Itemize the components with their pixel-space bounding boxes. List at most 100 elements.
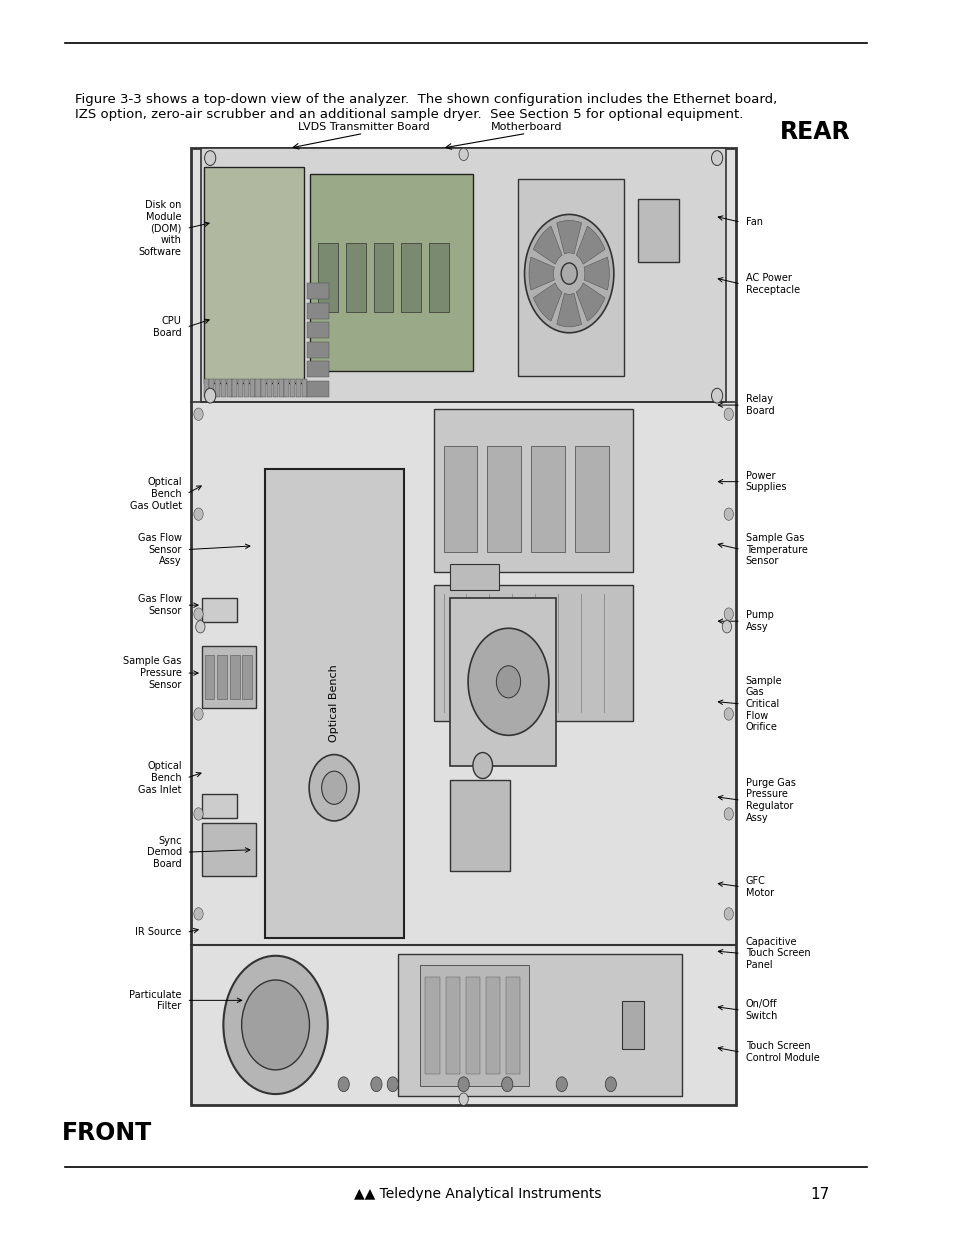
Bar — [244, 379, 249, 396]
Bar — [290, 379, 294, 396]
Text: IR Source: IR Source — [135, 927, 181, 937]
Bar — [242, 656, 252, 699]
Circle shape — [321, 771, 346, 804]
Bar — [443, 447, 476, 552]
Circle shape — [496, 666, 520, 698]
Bar — [397, 955, 681, 1095]
Bar — [295, 379, 300, 396]
Wedge shape — [557, 220, 581, 254]
Bar — [221, 379, 226, 396]
Bar — [264, 469, 403, 937]
Bar — [202, 794, 237, 819]
Circle shape — [711, 151, 722, 165]
Circle shape — [371, 1077, 381, 1092]
Bar — [233, 379, 237, 396]
Bar — [506, 977, 519, 1074]
Circle shape — [223, 956, 328, 1094]
Text: Capacitive
Touch Screen
Panel: Capacitive Touch Screen Panel — [745, 937, 809, 969]
Text: 17: 17 — [810, 1187, 829, 1202]
Circle shape — [193, 408, 203, 420]
Bar — [307, 362, 329, 377]
Circle shape — [193, 908, 203, 920]
Text: ▲▲ Teledyne Analytical Instruments: ▲▲ Teledyne Analytical Instruments — [354, 1187, 601, 1202]
Wedge shape — [529, 257, 554, 290]
Bar — [307, 380, 329, 396]
Bar — [250, 379, 254, 396]
Circle shape — [560, 263, 577, 284]
Circle shape — [204, 151, 215, 165]
Bar — [425, 977, 439, 1074]
Bar — [209, 379, 214, 396]
Text: Sample Gas
Temperature
Sensor: Sample Gas Temperature Sensor — [745, 534, 806, 566]
Bar — [575, 447, 608, 552]
Bar — [434, 585, 632, 721]
Bar — [214, 379, 220, 396]
Wedge shape — [533, 283, 561, 321]
Circle shape — [711, 388, 722, 403]
Circle shape — [193, 608, 203, 620]
Text: Sample
Gas
Critical
Flow
Orifice: Sample Gas Critical Flow Orifice — [745, 676, 781, 732]
Circle shape — [468, 629, 548, 735]
Bar — [307, 342, 329, 358]
Bar — [445, 977, 459, 1074]
Bar — [201, 148, 725, 401]
Circle shape — [723, 708, 733, 720]
Circle shape — [193, 708, 203, 720]
Circle shape — [723, 408, 733, 420]
Bar — [434, 409, 632, 572]
Text: On/Off
Switch: On/Off Switch — [745, 999, 777, 1021]
Circle shape — [723, 608, 733, 620]
Text: Optical
Bench
Gas Outlet: Optical Bench Gas Outlet — [130, 478, 181, 510]
Wedge shape — [583, 257, 609, 290]
Text: Optical
Bench
Gas Inlet: Optical Bench Gas Inlet — [138, 762, 181, 794]
Bar — [317, 243, 337, 312]
Bar — [638, 199, 679, 262]
Wedge shape — [557, 293, 581, 327]
Bar — [273, 379, 277, 396]
Bar — [307, 283, 329, 299]
Wedge shape — [533, 226, 561, 264]
Circle shape — [204, 388, 215, 403]
Bar — [261, 379, 266, 396]
Bar — [267, 379, 272, 396]
Bar — [485, 977, 499, 1074]
Circle shape — [337, 1077, 349, 1092]
Circle shape — [193, 808, 203, 820]
Bar — [307, 303, 329, 319]
Text: LVDS Transmitter Board: LVDS Transmitter Board — [297, 122, 429, 132]
Bar — [419, 966, 529, 1086]
Bar — [238, 379, 243, 396]
Text: Optical Bench: Optical Bench — [329, 664, 339, 742]
Bar — [205, 656, 214, 699]
Circle shape — [473, 752, 492, 778]
Circle shape — [457, 1077, 469, 1092]
Text: REAR: REAR — [780, 121, 850, 144]
Bar — [230, 656, 239, 699]
Bar — [346, 243, 365, 312]
Bar — [278, 379, 283, 396]
Text: Pump
Assy: Pump Assy — [745, 610, 773, 632]
Bar — [450, 563, 498, 590]
Circle shape — [309, 755, 359, 821]
Bar — [450, 598, 556, 766]
Bar — [429, 243, 449, 312]
Bar — [202, 823, 256, 876]
Bar — [621, 1000, 643, 1049]
Bar — [202, 598, 237, 622]
Bar — [310, 174, 473, 372]
Bar — [284, 379, 289, 396]
Bar — [401, 243, 420, 312]
Bar — [203, 379, 209, 396]
Text: Relay
Board: Relay Board — [745, 394, 774, 416]
Circle shape — [458, 148, 468, 161]
Bar — [202, 646, 256, 708]
Bar — [465, 977, 479, 1074]
Bar — [531, 447, 564, 552]
Text: FRONT: FRONT — [62, 1121, 152, 1145]
Text: Fan: Fan — [745, 217, 761, 227]
Bar — [307, 322, 329, 338]
Circle shape — [723, 808, 733, 820]
Text: Motherboard: Motherboard — [490, 122, 561, 132]
Circle shape — [721, 621, 731, 632]
Text: Gas Flow
Sensor
Assy: Gas Flow Sensor Assy — [137, 534, 181, 566]
